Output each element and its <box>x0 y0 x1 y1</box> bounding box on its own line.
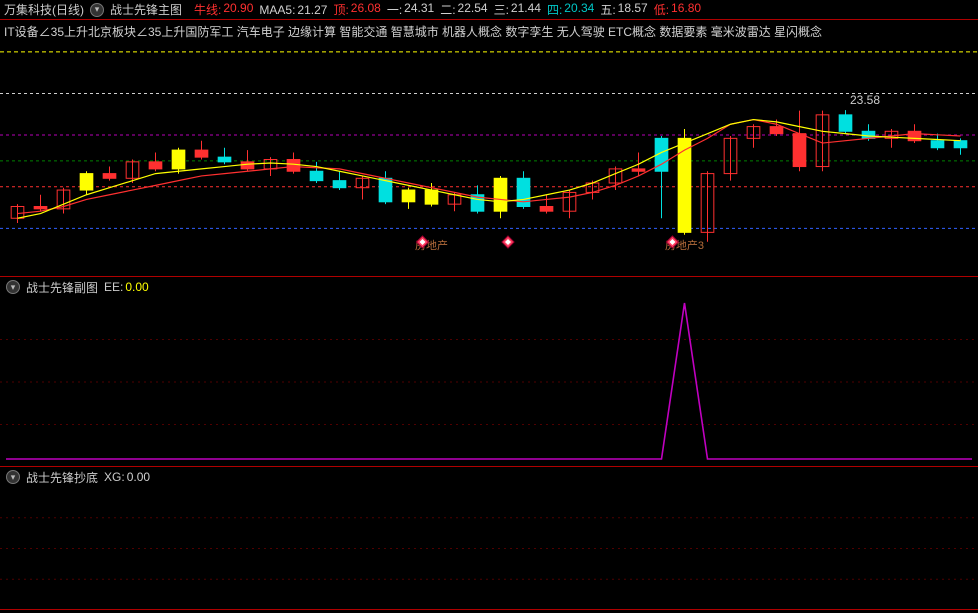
price-annotation: 23.58 <box>850 93 880 107</box>
sub-indicator-2[interactable]: ▾ 战士先锋抄底 XG: 0.00 <box>0 467 978 610</box>
dropdown-icon[interactable]: ▾ <box>6 470 20 484</box>
sub1-header: ▾ 战士先锋副图 EE: 0.00 <box>0 277 978 297</box>
sub2-header: ▾ 战士先锋抄底 XG: 0.00 <box>0 467 978 487</box>
sub1-title: 战士先锋副图 <box>26 279 98 296</box>
stock-title: 万集科技(日线) <box>4 1 84 18</box>
header-bar: 万集科技(日线) ▾ 战士先锋主图 牛线:20.90MAA5:21.27顶:26… <box>0 0 978 20</box>
sub-indicator-1[interactable]: ▾ 战士先锋副图 EE: 0.00 <box>0 277 978 467</box>
sub2-metric: XG: 0.00 <box>104 470 150 484</box>
main-candlestick-chart[interactable]: 23.58 房地产 房地产3 <box>0 42 978 277</box>
sub2-title: 战士先锋抄底 <box>26 469 98 486</box>
indicator-name: 战士先锋主图 <box>110 1 182 18</box>
chart-marker: 房地产 <box>415 235 448 253</box>
dropdown-icon[interactable]: ▾ <box>90 3 104 17</box>
sub1-metric: EE: 0.00 <box>104 280 149 294</box>
header-metrics: 牛线:20.90MAA5:21.27顶:26.08一:24.31二:22.54三… <box>188 1 701 18</box>
concept-tags: IT设备∠35上升北京板块∠35上升国防军工 汽车电子 边缘计算 智能交通 智慧… <box>0 20 978 42</box>
chart-marker: 房地产3 <box>665 235 704 253</box>
dropdown-icon[interactable]: ▾ <box>6 280 20 294</box>
